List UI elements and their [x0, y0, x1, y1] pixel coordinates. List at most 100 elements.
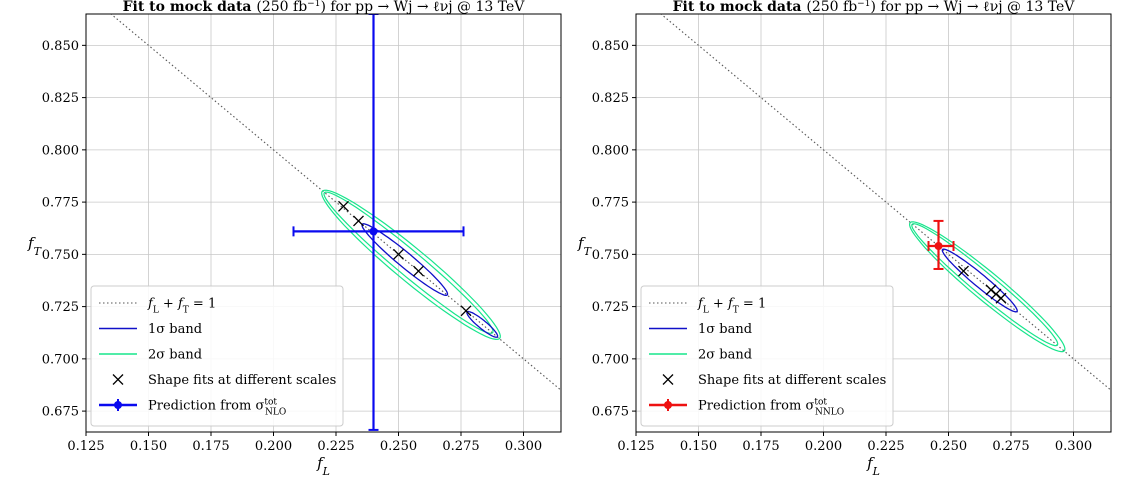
prediction-errorbar — [927, 219, 955, 270]
legend-label-sub: T — [183, 306, 189, 316]
x-tick-label: 0.275 — [992, 439, 1029, 454]
y-axis-label: fT — [577, 234, 593, 258]
x-tick-label: 0.125 — [617, 439, 654, 454]
x-tick-label: 0.175 — [742, 439, 779, 454]
legend-label-sup: tot — [814, 398, 827, 408]
two-sigma-contour — [323, 191, 494, 334]
legend-label-sub: L — [153, 306, 159, 316]
legend-label-sub: NLO — [265, 408, 286, 418]
legend-label-sub: T — [733, 306, 739, 316]
prediction-point — [934, 241, 943, 250]
shape-fit-marker — [413, 265, 424, 277]
x-tick-label: 0.300 — [1055, 439, 1092, 454]
y-axis-label-sub: T — [584, 245, 593, 258]
legend-label: 2σ band — [148, 348, 202, 363]
marker-stroke — [995, 292, 1007, 304]
marker-stroke — [460, 305, 472, 317]
legend-label-sub: L — [703, 306, 709, 316]
shape-fit-marker — [958, 265, 969, 277]
x-tick-label: 0.150 — [680, 439, 717, 454]
x-tick-label: 0.225 — [317, 439, 354, 454]
legend-label-part: = 1 — [739, 297, 766, 312]
y-tick-label: 0.725 — [592, 300, 629, 315]
y-tick-label: 0.675 — [592, 405, 629, 420]
x-axis-label: fL — [866, 454, 880, 478]
two-sigma-contour — [911, 223, 1059, 347]
x-tick-label: 0.200 — [805, 439, 842, 454]
x-tick-label: 0.150 — [130, 439, 167, 454]
x-tick-label: 0.200 — [255, 439, 292, 454]
shape-fit-marker — [460, 305, 472, 317]
marker-stroke — [338, 200, 349, 212]
legend-label-sup: tot — [264, 398, 277, 408]
x-tick-label: 0.225 — [867, 439, 904, 454]
x-axis-label-sub: L — [322, 465, 330, 478]
legend-label-part: f — [697, 297, 705, 312]
legend-label: 2σ band — [698, 348, 752, 363]
marker-stroke — [393, 248, 404, 260]
legend-label-part: Prediction from σ — [148, 399, 264, 414]
title-process: ) for pp → Wj → ℓνj @ 13 TeV — [870, 0, 1075, 15]
y-tick-label: 0.850 — [592, 39, 629, 54]
x-axis-label-sub: L — [872, 465, 880, 478]
x-axis-label-main: f — [316, 454, 325, 472]
legend-label: fL + fT = 1 — [147, 297, 216, 316]
legend-label-part: 1σ band — [148, 322, 202, 337]
two-sigma-contour — [321, 189, 501, 341]
legend-label-part: 1σ band — [698, 322, 752, 337]
y-tick-label: 0.850 — [42, 39, 79, 54]
legend-label: fL + fT = 1 — [697, 297, 766, 316]
y-tick-label: 0.775 — [592, 196, 629, 211]
y-axis-label-main: f — [577, 234, 586, 252]
legend-label-part: Shape fits at different scales — [698, 373, 886, 388]
legend: fL + fT = 1 1σ band 2σ band Shape fits at d… — [640, 285, 894, 427]
legend-marker — [112, 374, 124, 385]
title-bold: Fit to mock data — [673, 0, 807, 15]
title-lumi-sup: −1 — [307, 0, 320, 9]
axes-frame — [635, 13, 1112, 433]
chart-title: Fit to mock data (250 fb−1) for pp → Wj … — [123, 0, 526, 15]
legend-label: Shape fits at different scales — [148, 373, 336, 388]
x-tick-label: 0.250 — [380, 439, 417, 454]
y-tick-label: 0.800 — [592, 143, 629, 158]
x-axis-label-main: f — [866, 454, 875, 472]
y-tick-label: 0.675 — [42, 405, 79, 420]
legend-label-part: + f — [159, 297, 185, 312]
legend-label: Prediction from σtot NLO — [148, 398, 286, 418]
x-tick-label: 0.175 — [192, 439, 229, 454]
y-tick-label: 0.825 — [42, 91, 79, 106]
marker-stroke — [413, 265, 424, 277]
legend-label: 1σ band — [698, 322, 752, 337]
y-tick-label: 0.775 — [42, 196, 79, 211]
title-lumi-sup: −1 — [857, 0, 870, 9]
y-tick-label: 0.700 — [592, 352, 629, 367]
y-axis-label: fT — [27, 234, 43, 258]
legend-handle — [99, 399, 137, 411]
legend-marker — [662, 374, 674, 385]
y-tick-label: 0.700 — [42, 352, 79, 367]
shape-fit-marker — [995, 292, 1007, 304]
y-axis-label-sub: T — [34, 245, 43, 258]
title-bold: Fit to mock data — [123, 0, 257, 15]
shape-fit-marker — [353, 215, 364, 227]
marker-stroke — [353, 215, 364, 227]
marker-stroke — [958, 265, 969, 277]
two-sigma-contour — [908, 221, 1066, 353]
legend-handle — [662, 374, 674, 385]
shape-fit-marker — [393, 248, 404, 260]
chart-title: Fit to mock data (250 fb−1) for pp → Wj … — [673, 0, 1076, 15]
y-tick-label: 0.750 — [592, 248, 629, 263]
prediction-point — [369, 227, 378, 236]
legend-label: Shape fits at different scales — [698, 373, 886, 388]
left-panel: 0.125 0.150 0.175 0.200 0.225 0.250 0.275 0.300… — [27, 0, 562, 478]
legend-point — [664, 401, 672, 409]
plot-area — [660, 14, 1111, 391]
x-tick-label: 0.275 — [442, 439, 479, 454]
plot-area — [110, 14, 561, 431]
x-axis-label: fL — [316, 454, 330, 478]
title-lumi: (250 fb — [256, 0, 307, 15]
legend-handle — [649, 399, 687, 411]
legend-label-part: Shape fits at different scales — [148, 373, 336, 388]
title-lumi: (250 fb — [806, 0, 857, 15]
